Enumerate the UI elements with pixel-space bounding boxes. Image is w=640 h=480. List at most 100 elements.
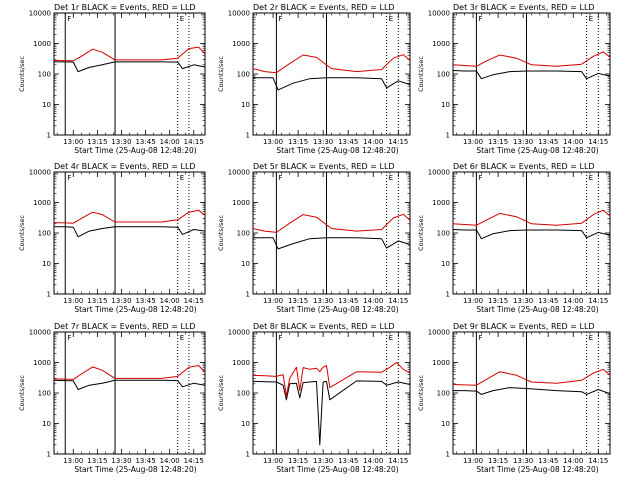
- panel-title: Det 7r BLACK = Events, RED = LLD: [54, 322, 196, 331]
- y-axis-label: Counts/sec: [217, 215, 225, 251]
- series-lld: [53, 46, 206, 62]
- y-axis-label: Counts/sec: [18, 375, 26, 411]
- x-axis-label: Start Time (25-Aug-08 12:48:20): [476, 146, 598, 155]
- y-tick-label: 100: [38, 390, 51, 398]
- y-tick-label: 1: [446, 132, 450, 140]
- y-tick-label: 10000: [428, 10, 450, 18]
- marker-letter-e: E: [389, 174, 393, 182]
- x-tick-label: 14:00: [563, 138, 583, 146]
- panel-det-3: Det 3r BLACK = Events, RED = LLD 1 10 100 10…: [417, 3, 611, 155]
- x-tick-label: 13:00: [463, 297, 483, 305]
- x-axis-label: Start Time (25-Aug-08 12:48:20): [74, 305, 196, 314]
- x-tick-label: 14:15: [184, 297, 204, 305]
- x-tick-label: 13:45: [135, 457, 155, 465]
- y-tick-label: 10: [42, 260, 51, 268]
- panel-det-9: Det 9r BLACK = Events, RED = LLD 1 10 100 10…: [417, 322, 611, 474]
- y-tick-label: 100: [237, 230, 250, 238]
- panel-det-1: Det 1r BLACK = Events, RED = LLD 1 10 100 10…: [18, 3, 206, 155]
- y-tick-label: 10: [42, 101, 51, 109]
- series-events: [253, 237, 411, 250]
- marker-letter-e: E: [589, 174, 593, 182]
- x-tick-label: 13:00: [263, 457, 283, 465]
- series-events: [54, 226, 206, 238]
- y-tick-label: 100: [237, 390, 250, 398]
- x-tick-label: 13:15: [87, 457, 107, 465]
- series-events: [452, 229, 611, 240]
- panel-title: Det 3r BLACK = Events, RED = LLD: [453, 3, 595, 12]
- y-tick-label: 1: [246, 291, 250, 299]
- marker-letter-e: E: [180, 334, 184, 342]
- x-tick-label: 14:15: [388, 138, 408, 146]
- y-tick-label: 100: [437, 230, 450, 238]
- x-tick-label: 13:00: [463, 457, 483, 465]
- series-events: [452, 70, 611, 80]
- series-lld: [53, 209, 206, 224]
- x-tick-label: 13:45: [135, 138, 155, 146]
- panel-title: Det 4r BLACK = Events, RED = LLD: [54, 162, 196, 171]
- series-lld: [53, 365, 206, 380]
- series-events: [453, 387, 611, 395]
- y-tick-label: 10000: [428, 329, 450, 337]
- series-events: [253, 77, 411, 91]
- x-tick-label: 14:15: [588, 297, 608, 305]
- y-tick-label: 10: [441, 260, 450, 268]
- y-tick-label: 10: [42, 420, 51, 428]
- y-tick-label: 10: [241, 101, 250, 109]
- x-tick-label: 14:00: [363, 457, 383, 465]
- x-tick-label: 14:00: [563, 457, 583, 465]
- x-tick-label: 13:30: [513, 138, 533, 146]
- x-tick-label: 13:15: [288, 138, 308, 146]
- x-tick-label: 14:15: [388, 297, 408, 305]
- y-axis-label: Counts/sec: [217, 56, 225, 92]
- x-tick-label: 13:15: [488, 138, 508, 146]
- y-tick-label: 100: [38, 71, 51, 79]
- x-tick-label: 14:15: [588, 457, 608, 465]
- panel-title: Det 8r BLACK = Events, RED = LLD: [253, 322, 395, 331]
- series-events: [252, 380, 411, 446]
- y-tick-label: 1000: [33, 199, 51, 207]
- panel-title: Det 9r BLACK = Events, RED = LLD: [453, 322, 595, 331]
- x-tick-label: 13:30: [313, 297, 333, 305]
- panel-det-4: Det 4r BLACK = Events, RED = LLD 1 10 100 10…: [18, 162, 206, 314]
- marker-letter-f: F: [278, 334, 282, 342]
- y-tick-label: 1000: [33, 359, 51, 367]
- x-tick-label: 14:15: [184, 138, 204, 146]
- x-tick-label: 13:00: [63, 138, 83, 146]
- series-lld: [452, 368, 611, 386]
- panel-det-7: Det 7r BLACK = Events, RED = LLD 1 10 100 10…: [18, 322, 206, 474]
- marker-letter-e: E: [180, 174, 184, 182]
- y-tick-label: 1: [446, 451, 450, 459]
- y-tick-label: 10000: [228, 329, 250, 337]
- y-tick-label: 100: [437, 71, 450, 79]
- x-tick-label: 13:00: [263, 138, 283, 146]
- marker-letter-f: F: [67, 174, 71, 182]
- y-axis-label: Counts/sec: [417, 215, 425, 251]
- y-tick-label: 10000: [29, 329, 51, 337]
- marker-letter-e: E: [389, 15, 393, 23]
- series-lld: [452, 209, 611, 226]
- marker-letter-e: E: [589, 334, 593, 342]
- y-tick-label: 10: [441, 101, 450, 109]
- marker-letter-e: E: [589, 15, 593, 23]
- x-axis-label: Start Time (25-Aug-08 12:48:20): [276, 146, 398, 155]
- x-tick-label: 13:45: [338, 138, 358, 146]
- y-tick-label: 10000: [29, 169, 51, 177]
- x-tick-label: 14:00: [160, 138, 180, 146]
- x-axis-label: Start Time (25-Aug-08 12:48:20): [276, 305, 398, 314]
- y-tick-label: 1: [47, 132, 51, 140]
- y-axis-label: Counts/sec: [417, 56, 425, 92]
- marker-letter-f: F: [67, 334, 71, 342]
- x-tick-label: 13:45: [538, 138, 558, 146]
- y-tick-label: 100: [237, 71, 250, 79]
- marker-letter-f: F: [478, 174, 482, 182]
- x-tick-label: 13:00: [63, 457, 83, 465]
- y-tick-label: 1: [47, 291, 51, 299]
- y-tick-label: 10: [241, 260, 250, 268]
- x-tick-label: 13:45: [538, 457, 558, 465]
- panel-det-2: Det 2r BLACK = Events, RED = LLD 1 10 100 10…: [217, 3, 411, 155]
- y-tick-label: 1000: [232, 359, 250, 367]
- panel-title: Det 1r BLACK = Events, RED = LLD: [54, 3, 196, 12]
- y-tick-label: 1000: [432, 40, 450, 48]
- series-events: [54, 61, 206, 73]
